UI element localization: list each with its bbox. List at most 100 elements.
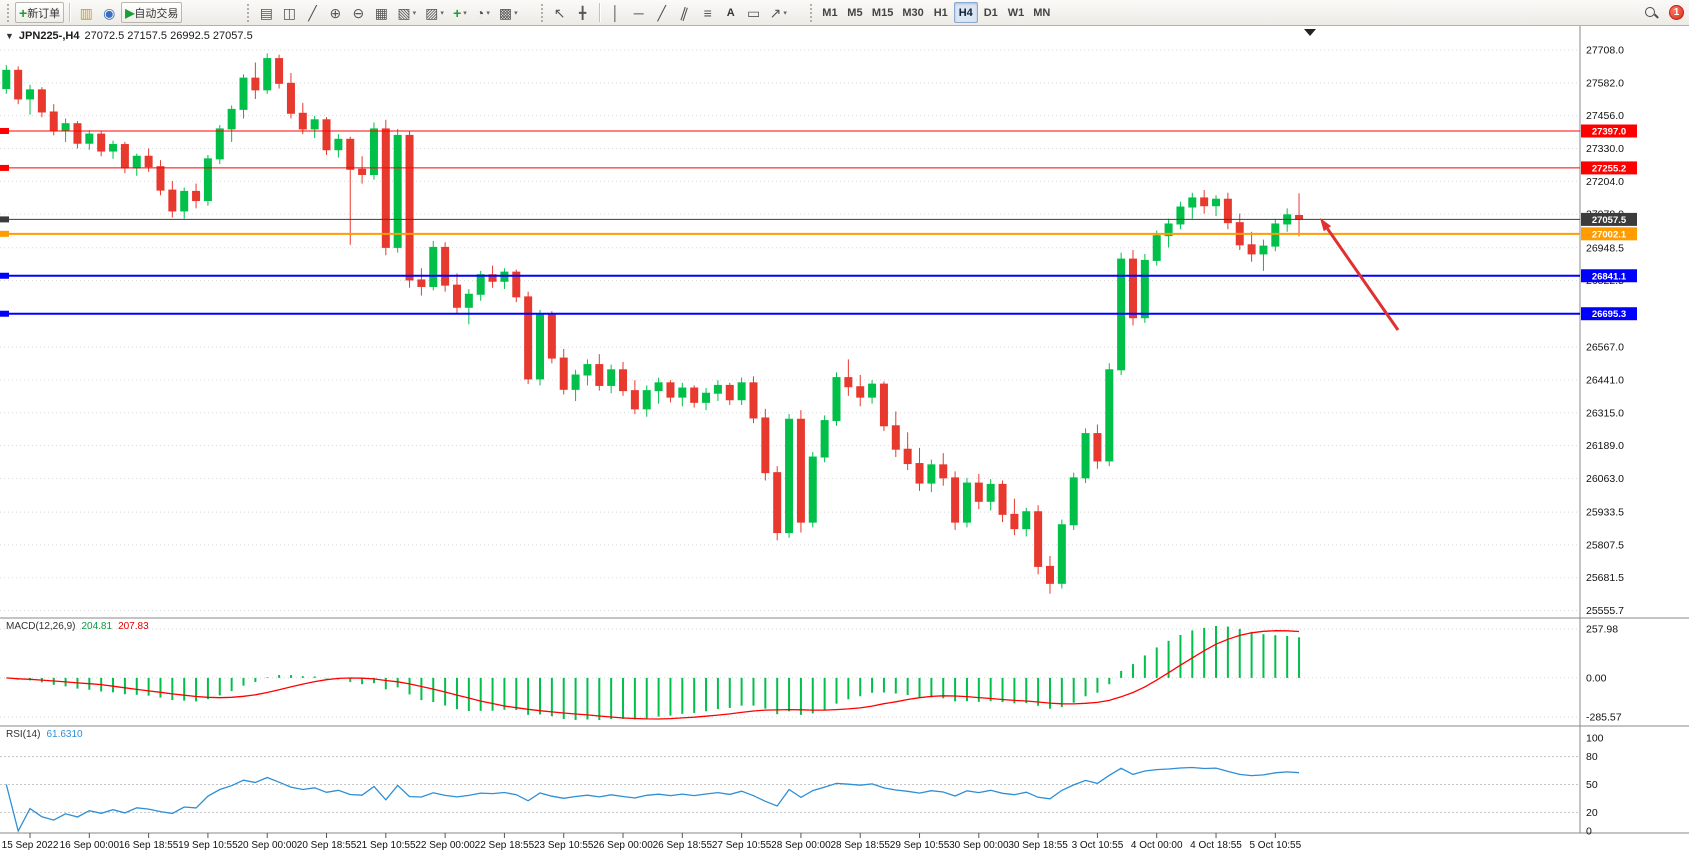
candle <box>1093 433 1102 462</box>
rsi-indicator-label: RSI(14) 61.6310 <box>6 729 83 740</box>
bar-chart-type-button[interactable]: ▤ <box>255 2 277 23</box>
autotrading-icon: ▶ <box>125 5 135 20</box>
charts-button[interactable]: ▥ <box>75 2 97 23</box>
periods-button[interactable]: ◔ ▾ <box>472 2 494 23</box>
candle <box>322 119 331 151</box>
one-click-trading-toggle[interactable]: ▼ <box>5 31 14 41</box>
candle <box>915 463 924 484</box>
chart-shift-marker[interactable] <box>1304 29 1316 36</box>
timeframe-m1-button[interactable]: M1 <box>818 2 842 23</box>
chart-canvas[interactable]: 27708.027582.027456.027330.027204.027078… <box>0 26 1689 857</box>
arrow-annotation-head[interactable] <box>1320 218 1332 232</box>
svg-text:80: 80 <box>1586 751 1598 763</box>
svg-text:0: 0 <box>1586 826 1592 838</box>
candle <box>1045 565 1054 584</box>
candle <box>903 448 912 465</box>
toolbar: + 新订单 ▥ ◉ ▶ 自动交易 ▤ ◫ ╱ ⊕ ⊖ ▦ <box>0 0 1689 26</box>
vertical-line-icon: │ <box>611 4 621 21</box>
timeframe-m15-button[interactable]: M15 <box>868 2 897 23</box>
candle <box>452 284 461 308</box>
indicators-button[interactable]: + ▾ <box>449 2 471 23</box>
svg-text:26567.0: 26567.0 <box>1586 342 1624 354</box>
time-axis-label: 4 Oct 00:00 <box>1131 840 1183 851</box>
trendline-button[interactable]: ╱ <box>651 2 673 23</box>
candle <box>808 456 817 523</box>
line-chart-type-button[interactable]: ╱ <box>301 2 323 23</box>
line-anchor[interactable] <box>0 127 9 134</box>
zoom-in-button[interactable]: ⊕ <box>324 2 346 23</box>
candle <box>73 123 82 144</box>
templates-button[interactable]: ▩ ▾ <box>495 2 522 23</box>
candle <box>286 82 295 114</box>
vertical-line-button[interactable]: │ <box>605 2 627 23</box>
candle <box>441 246 450 286</box>
fibonacci-button[interactable]: ≡ <box>697 2 719 23</box>
cursor-button[interactable]: ↖ <box>549 2 571 23</box>
toolbar-grip[interactable] <box>7 3 10 22</box>
candle <box>227 108 236 130</box>
arrow-annotation[interactable] <box>1326 227 1400 331</box>
arrows-tool-icon: ↗ <box>769 4 782 21</box>
line-anchor[interactable] <box>0 310 9 317</box>
candle <box>927 464 936 484</box>
timeframe-mn-button[interactable]: MN <box>1029 2 1054 23</box>
text-tool-button[interactable]: A <box>720 2 742 23</box>
candle <box>476 274 485 295</box>
candlestick-type-button[interactable]: ◫ <box>278 2 300 23</box>
candle <box>559 357 568 390</box>
toolbar-grip[interactable] <box>809 3 813 22</box>
toolbar-grip[interactable] <box>540 3 544 22</box>
zoom-out-button[interactable]: ⊖ <box>347 2 369 23</box>
dropdown-arrow-icon: ▾ <box>514 9 518 17</box>
timeframe-w1-button[interactable]: W1 <box>1004 2 1029 23</box>
equidistant-channel-button[interactable]: ∥ <box>674 2 696 23</box>
candle <box>1295 214 1304 220</box>
svg-text:-285.57: -285.57 <box>1586 712 1622 724</box>
arrange-windows-button[interactable]: ▨ ▾ <box>421 2 448 23</box>
toolbar-grip[interactable] <box>247 3 250 22</box>
svg-text:25933.5: 25933.5 <box>1586 507 1624 519</box>
candle <box>405 134 414 281</box>
timeframe-m5-button[interactable]: M5 <box>843 2 867 23</box>
horizontal-line-button[interactable]: ─ <box>628 2 650 23</box>
candle <box>512 271 521 298</box>
candlestick-icon: ◫ <box>282 4 297 21</box>
text-label-button[interactable]: ▭ <box>743 2 765 23</box>
timeframe-h4-button[interactable]: H4 <box>953 2 978 23</box>
candle <box>583 364 592 376</box>
line-anchor[interactable] <box>0 164 9 171</box>
svg-text:27708.0: 27708.0 <box>1586 45 1624 57</box>
tile-windows-button[interactable]: ▦ <box>370 2 392 23</box>
timeframe-h1-button[interactable]: H1 <box>929 2 953 23</box>
time-axis-label: 27 Sep 10:55 <box>712 840 772 851</box>
line-anchor[interactable] <box>0 272 9 279</box>
candle <box>1010 513 1019 530</box>
notification-badge[interactable]: 1 <box>1669 5 1684 20</box>
time-axis-label: 29 Sep 10:55 <box>890 840 950 851</box>
candle <box>1247 244 1256 255</box>
market-watch-icon: ◉ <box>103 4 116 21</box>
market-watch-button[interactable]: ◉ <box>98 2 120 23</box>
line-anchor[interactable] <box>0 230 9 237</box>
candle <box>26 89 35 100</box>
line-anchor[interactable] <box>0 216 9 223</box>
candle <box>879 383 888 427</box>
symbol-period-label: JPN225-,H4 <box>18 30 80 42</box>
crosshair-button[interactable]: ╋ <box>572 2 594 23</box>
arrows-tool-button[interactable]: ↗ ▾ <box>766 2 791 23</box>
candle <box>702 392 711 403</box>
time-axis-label: 3 Oct 10:55 <box>1072 840 1124 851</box>
candle <box>488 274 497 282</box>
candle <box>1200 197 1209 207</box>
new-order-button[interactable]: + 新订单 <box>15 2 65 23</box>
cascade-windows-button[interactable]: ▧ ▾ <box>393 2 420 23</box>
candle <box>1152 235 1161 261</box>
search-button[interactable] <box>1640 2 1662 23</box>
autotrading-button[interactable]: ▶ 自动交易 <box>121 2 183 23</box>
timeframe-m30-button[interactable]: M30 <box>898 2 927 23</box>
candle <box>2 69 11 90</box>
svg-text:50: 50 <box>1586 779 1598 791</box>
candle <box>310 119 319 130</box>
timeframe-d1-button[interactable]: D1 <box>979 2 1003 23</box>
svg-text:26189.0: 26189.0 <box>1586 440 1624 452</box>
